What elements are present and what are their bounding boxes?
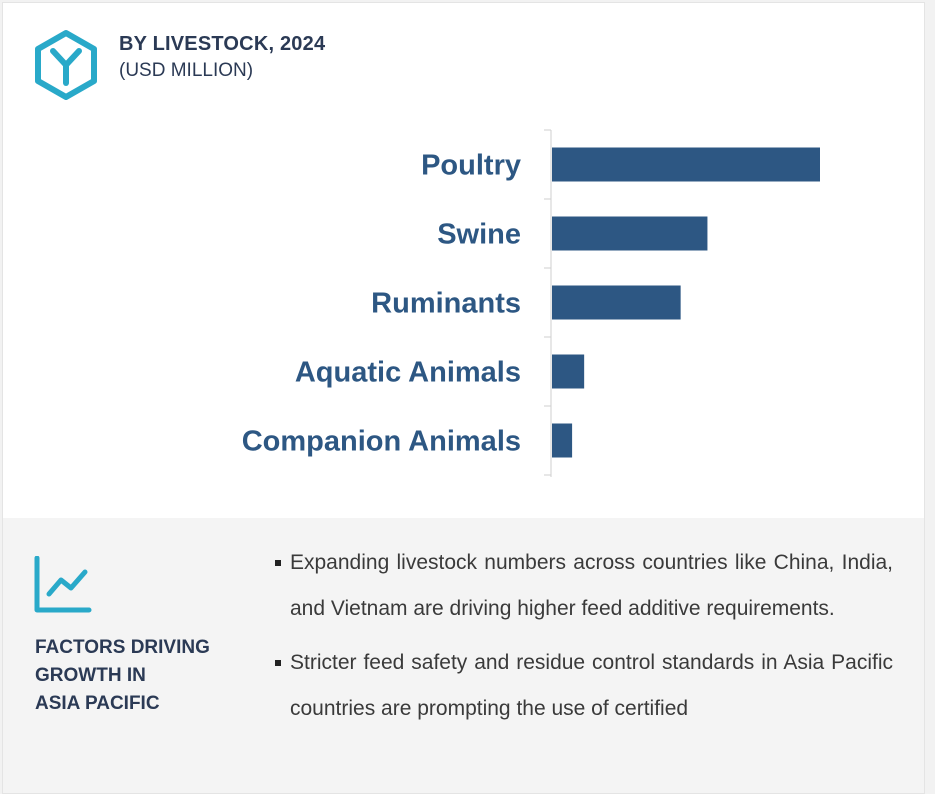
factor-bullet: Stricter feed safety and residue control… xyxy=(275,640,893,732)
factors-title-line: FACTORS DRIVING xyxy=(35,637,210,658)
bar xyxy=(552,216,708,251)
factor-bullet-text: Stricter feed safety and residue control… xyxy=(290,651,893,720)
bar xyxy=(552,285,681,320)
factor-bullet: Expanding livestock numbers across count… xyxy=(275,540,893,632)
bullet-square-icon xyxy=(275,660,281,666)
bar xyxy=(552,354,585,389)
bar xyxy=(552,147,820,182)
factors-panel: FACTORS DRIVING GROWTH IN ASIA PACIFIC E… xyxy=(3,518,924,793)
factors-title-line: ASIA PACIFIC xyxy=(35,693,160,714)
chart-title: BY LIVESTOCK, 2024 xyxy=(119,33,326,55)
category-label: Aquatic Animals xyxy=(295,357,521,389)
category-label: Ruminants xyxy=(371,288,521,320)
factor-bullet-text: Expanding livestock numbers across count… xyxy=(290,551,893,620)
bar xyxy=(552,423,573,458)
category-label: Poultry xyxy=(421,150,521,182)
hexagon-y-logo-icon xyxy=(35,30,97,100)
bullet-square-icon xyxy=(275,560,281,566)
bar-chart: Poultry Swine Ruminants Aquatic Animals Comp… xyxy=(242,129,820,477)
category-label: Swine xyxy=(437,219,521,251)
factors-title-line: GROWTH IN xyxy=(35,665,146,686)
chart-subtitle: (USD MILLION) xyxy=(119,60,254,81)
factors-title: FACTORS DRIVING GROWTH IN ASIA PACIFIC xyxy=(35,634,210,718)
factors-bullet-list: Expanding livestock numbers across count… xyxy=(275,540,893,740)
trend-chart-icon xyxy=(34,556,92,613)
category-label: Companion Animals xyxy=(242,426,521,458)
